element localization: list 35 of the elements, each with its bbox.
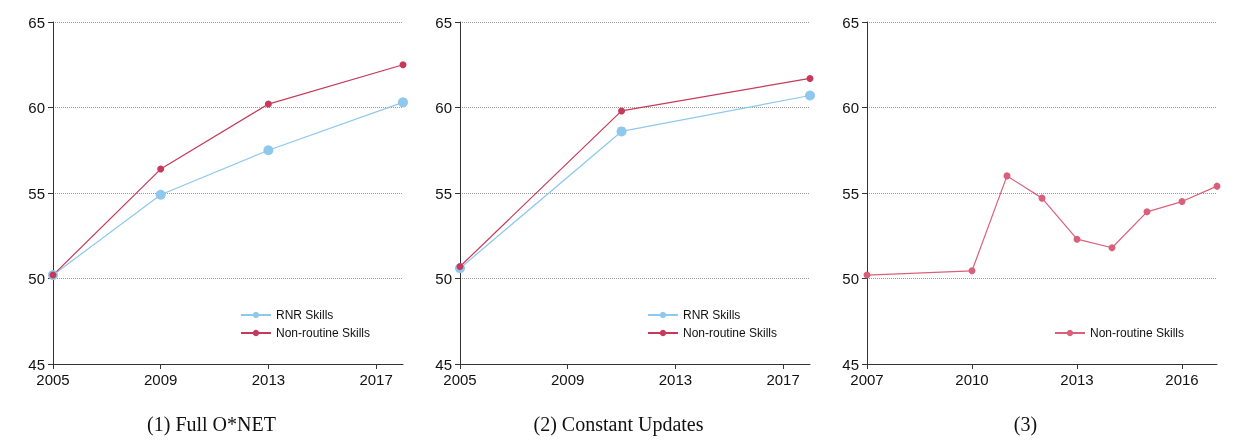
- x-tick-label: 2016: [1165, 371, 1199, 388]
- x-tick-label: 2013: [658, 371, 693, 388]
- x-tick-label: 2010: [955, 371, 989, 388]
- y-tick-label: 45: [435, 355, 452, 373]
- x-tick-label: 2013: [1060, 371, 1094, 388]
- y-tick-label: 65: [28, 13, 45, 31]
- text: (1) Full O*NET: [147, 413, 276, 436]
- y-tick-label: 60: [28, 99, 45, 116]
- x-tick-label: 2017: [766, 371, 800, 388]
- x-tick-label: 2009: [551, 371, 585, 388]
- x-tick-label: 2013: [251, 371, 286, 388]
- y-tick-label: 55: [28, 184, 45, 202]
- y-tick-label: 50: [28, 270, 45, 287]
- y-tick-label: 45: [842, 355, 859, 373]
- legend-label: Non-routine Skills: [275, 326, 371, 340]
- y-tick-label: 50: [842, 270, 859, 287]
- y-tick-label: 45: [28, 355, 45, 373]
- x-tick-label: 2009: [144, 371, 178, 388]
- x-tick-label: 2005: [36, 371, 70, 388]
- y-tick-label: 50: [435, 270, 452, 287]
- x-tick-label: 2007: [850, 371, 884, 388]
- legend-label: RNR Skills: [682, 308, 741, 322]
- y-tick-label: 55: [435, 184, 452, 202]
- legend-label: RNR Skills: [275, 308, 334, 322]
- x-tick-label: 2005: [443, 371, 477, 388]
- legend-label: Non-routine Skills: [1089, 326, 1185, 340]
- text: (2) Constant Updates: [533, 413, 704, 436]
- x-tick-label: 2017: [359, 371, 393, 388]
- y-tick-label: 65: [435, 13, 452, 31]
- legend-label: Non-routine Skills: [682, 326, 778, 340]
- y-tick-label: 60: [842, 99, 859, 116]
- y-tick-label: 65: [842, 13, 859, 31]
- y-tick-label: 55: [842, 184, 859, 202]
- text: (3): [1013, 413, 1038, 436]
- y-tick-label: 60: [435, 99, 452, 116]
